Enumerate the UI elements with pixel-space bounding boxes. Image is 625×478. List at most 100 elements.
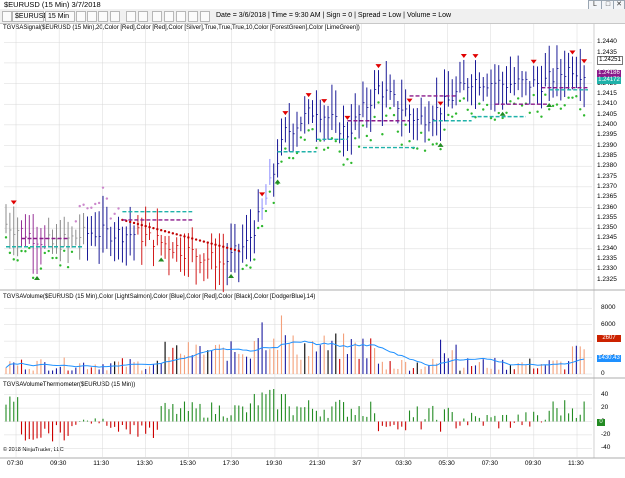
sell-signal-triangle <box>305 93 312 98</box>
trail-dot <box>439 147 442 151</box>
trail-dot <box>117 207 120 210</box>
data-box-icon[interactable] <box>176 11 186 22</box>
trail-dot <box>454 112 458 115</box>
trail-dot <box>113 212 116 216</box>
chart-style-icon[interactable] <box>76 11 86 22</box>
instrument-selector[interactable]: $EURUSD <box>12 11 48 22</box>
trail-dot <box>245 264 248 267</box>
trail-dot <box>24 250 27 253</box>
trail-dot <box>404 123 407 126</box>
trail-dot <box>163 230 167 233</box>
trail-dot <box>237 249 240 253</box>
trail-dot <box>361 124 365 127</box>
buy-signal-triangle <box>274 179 281 184</box>
pan-icon[interactable] <box>110 11 120 22</box>
price-tick-label: 1.2405 <box>597 110 617 118</box>
trail-dot <box>466 108 469 111</box>
status-readout: Date = 3/6/2018 | Time = 9:30 AM | Sign … <box>216 12 452 19</box>
sell-signal-triangle <box>10 200 17 205</box>
time-tick-label: 13:30 <box>136 460 153 467</box>
trail-dot <box>579 108 582 111</box>
trail-dot <box>210 242 213 245</box>
trail-dot <box>400 143 403 146</box>
trail-dot <box>264 209 268 213</box>
trail-dot <box>354 137 357 140</box>
trail-dot <box>470 112 473 115</box>
trail-dot <box>206 241 209 244</box>
buy-signal-triangle <box>499 111 506 116</box>
trail-dot <box>540 115 543 118</box>
properties-icon[interactable] <box>164 11 174 22</box>
price-tick-label: 1.2395 <box>597 131 617 139</box>
trail-dot <box>381 133 384 136</box>
price-tick-label: 1.2410 <box>597 100 617 108</box>
trail-dot <box>128 220 132 224</box>
volume-panel-label: TGVSAVolume($EURUSD (15 Min),Color [Ligh… <box>3 294 316 300</box>
price-tick-label: 1.2390 <box>597 141 617 149</box>
trail-dot <box>408 139 411 143</box>
volume-badge: 1430.43 <box>597 355 621 362</box>
time-tick-label: 07:30 <box>7 460 24 467</box>
buy-signal-triangle <box>228 274 235 279</box>
trail-dot <box>31 276 35 280</box>
trail-dot <box>229 247 233 251</box>
trail-dot <box>8 251 12 255</box>
trail-dot <box>482 108 485 111</box>
trail-dot <box>582 114 586 117</box>
trail-dot <box>338 150 341 153</box>
trail-dot <box>191 237 194 240</box>
buy-signal-triangle <box>546 103 553 108</box>
chart-trader-icon[interactable] <box>188 11 198 22</box>
trail-dot <box>416 147 419 150</box>
volume-tick-label: 6000 <box>601 320 616 328</box>
trail-dot <box>462 97 466 100</box>
interval-selector[interactable]: 15 Min <box>45 11 75 22</box>
zoom-out-icon[interactable] <box>98 11 108 22</box>
sell-signal-triangle <box>259 192 266 197</box>
trail-dot <box>167 231 171 234</box>
trail-dot <box>326 146 330 150</box>
trail-dot <box>160 229 163 232</box>
sell-signal-triangle <box>375 64 382 69</box>
trail-dot <box>94 202 97 206</box>
trail-dot <box>307 129 310 132</box>
zoom-in-icon[interactable] <box>87 11 97 22</box>
trail-dot <box>183 235 186 238</box>
trail-dot <box>551 104 555 108</box>
indicator-icon[interactable] <box>126 11 136 22</box>
crosshair-icon[interactable] <box>2 11 12 22</box>
price-tick-label: 1.2335 <box>597 255 617 263</box>
trail-dot <box>501 116 504 120</box>
price-badge: 1.24172 <box>597 77 621 84</box>
trail-dot <box>51 256 54 260</box>
trail-dot <box>388 107 392 110</box>
buy-signal-triangle <box>437 142 444 147</box>
trail-dot <box>458 99 462 103</box>
sell-signal-triangle <box>460 53 467 58</box>
trail-dot <box>101 186 105 189</box>
drawing-tool-icon[interactable] <box>152 11 162 22</box>
snapshot-icon[interactable] <box>200 11 210 22</box>
trail-dot <box>315 146 318 150</box>
time-tick-label: 19:30 <box>265 460 283 467</box>
trail-dot <box>280 160 283 163</box>
sell-signal-triangle <box>581 59 588 64</box>
trail-dot <box>536 110 539 113</box>
volume-tick-label: 0 <box>601 370 605 377</box>
trail-dot <box>350 161 353 165</box>
trail-dot <box>187 236 190 239</box>
price-tick-label: 1.2375 <box>597 172 617 180</box>
trail-dot <box>55 256 58 260</box>
trail-dot <box>532 93 535 97</box>
trail-dot <box>385 114 388 117</box>
trail-dot <box>260 224 264 228</box>
thermo-tick-label: -20 <box>601 430 611 438</box>
trail-dot <box>288 156 291 160</box>
time-tick-label: 3/7 <box>352 460 362 467</box>
trail-dot <box>47 249 50 253</box>
trail-dot <box>214 243 217 246</box>
trail-dot <box>427 138 431 141</box>
strategy-icon[interactable] <box>138 11 148 22</box>
trail-dot <box>377 101 380 104</box>
